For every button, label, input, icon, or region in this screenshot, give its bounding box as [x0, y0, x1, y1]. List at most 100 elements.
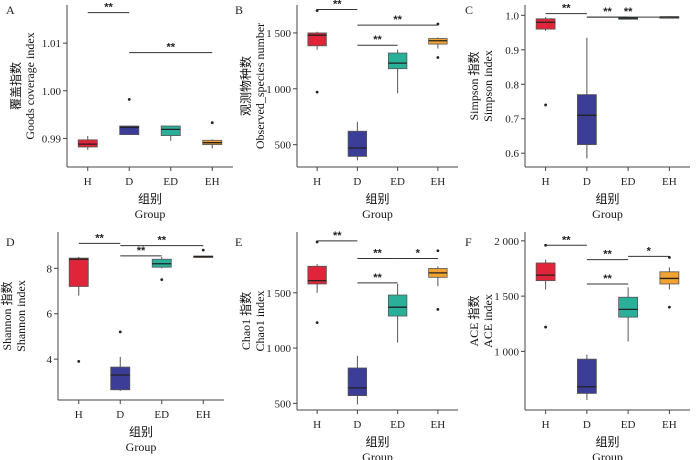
- box-iqr: [618, 296, 639, 318]
- panel-e-ytick-label: 1 000: [266, 343, 291, 355]
- panel-e-ytick-label: 1 500: [266, 288, 291, 300]
- panel-a-ylabel-line: Goods coverage index: [23, 32, 37, 139]
- panel-c-ytick-label: 1.0: [505, 10, 519, 22]
- panel-a-xlabel: 组别 Group: [135, 192, 166, 221]
- panel-f-ytick-label: 1 500: [494, 291, 519, 303]
- box-iqr: [576, 358, 597, 394]
- box-outlier: [160, 278, 164, 282]
- box-outlier: [210, 121, 214, 125]
- panel-b-xtick-label-eh: EH: [431, 176, 446, 188]
- box-outlier: [436, 307, 440, 311]
- panel-c-ytick-label: 0.7: [505, 114, 519, 126]
- panel-e-box-eh: [428, 249, 448, 311]
- panel-b-ytick-label: 500: [275, 140, 292, 152]
- panel-a-sig-label: **: [166, 42, 175, 54]
- panel-a-xtick-label-ed: ED: [163, 176, 178, 188]
- panel-e-ylabel: Chao1 指数Chao1 index: [238, 291, 267, 352]
- box-outlier: [544, 103, 548, 107]
- panel-a-xtick-label-h: H: [84, 176, 92, 188]
- panel-f-sig-label: **: [603, 249, 612, 261]
- panel-e-sig-label: **: [373, 248, 382, 260]
- panel-e-sig-label: *: [416, 248, 421, 260]
- panel-f-xtick-label-h: H: [542, 419, 550, 431]
- panel-d-xlabel-line: Group: [126, 440, 157, 454]
- box-outlier: [201, 248, 205, 252]
- box-outlier: [667, 305, 671, 309]
- panel-e-xtick-label-h: H: [313, 419, 321, 431]
- panel-d-ytick-label: 4: [47, 354, 53, 366]
- panel-d-sig-label: **: [157, 235, 166, 247]
- panel-e-sig-label: **: [373, 272, 382, 284]
- panel-c-ylabel: Simpson 指数Simpson index: [466, 50, 495, 122]
- panel-d-xtick-label-d: D: [116, 409, 124, 421]
- panel-a-ytick-label: 1.00: [42, 86, 62, 98]
- box-outlier: [315, 90, 319, 94]
- panel-d-box-eh: [193, 248, 214, 258]
- box-outlier: [77, 360, 81, 363]
- box-outlier: [544, 325, 548, 329]
- panel-f-letter: F: [465, 235, 472, 249]
- panel-a: A 0.99 1.00 1.01 H D ED EH ** ** 覆盖指数Goods coverag…: [6, 2, 233, 221]
- panel-e-box-ed: [387, 283, 408, 343]
- panel-d-box-ed: [151, 256, 172, 282]
- panel-e-letter: E: [235, 235, 242, 249]
- panel-c-xtick-label-h: H: [542, 176, 550, 188]
- panel-a-ylabel-line: 覆盖指数: [8, 62, 23, 110]
- panel-f-xlabel-line: Group: [592, 450, 623, 460]
- panel-d-box-h: [68, 256, 89, 363]
- panel-f-sig-label: **: [603, 273, 612, 285]
- panel-f-ytick-label: 1 000: [494, 346, 519, 358]
- panel-b-xtick-label-d: D: [353, 176, 361, 188]
- panel-d-letter: D: [6, 235, 15, 249]
- box-iqr: [387, 52, 408, 70]
- box-iqr: [576, 94, 597, 145]
- panel-d-ylabel-line: Shannon 指数: [0, 281, 14, 350]
- panel-b-xtick-label-h: H: [313, 176, 321, 188]
- box-outlier: [315, 321, 319, 325]
- panel-d-xlabel-line: 组别: [129, 425, 153, 439]
- box-iqr: [535, 262, 556, 282]
- panel-d-xtick-label-h: H: [75, 409, 83, 421]
- panel-a-box-ed: [160, 125, 181, 141]
- panel-d-box-d: [110, 330, 131, 391]
- panel-a-xlabel-line: Group: [135, 207, 166, 221]
- box-iqr: [307, 32, 327, 47]
- panel-a-box-h: [77, 136, 98, 150]
- panel-a-ytick-label: 1.01: [42, 38, 61, 50]
- panel-f-xlabel: 组别 Group: [592, 435, 623, 460]
- box-outlier: [118, 330, 122, 334]
- box-iqr: [68, 257, 89, 287]
- panel-f-ylabel: ACE 指数ACE index: [466, 294, 495, 348]
- panel-c-ylabel-line: Simpson 指数: [466, 51, 481, 120]
- panel-b-box-d: [347, 121, 368, 161]
- panel-f-sig-label: **: [562, 234, 571, 246]
- panel-c-ylabel-line: Simpson index: [481, 50, 495, 122]
- panel-d-ytick-label: 6: [47, 309, 53, 321]
- panel-e-sig-label: **: [333, 230, 342, 242]
- panel-e-ylabel-line: Chao1 指数: [238, 292, 253, 350]
- panel-b-ytick-label: 1 500: [266, 28, 291, 40]
- panel-c: C 0.6 0.7 0.8 0.9 1.0 H D ED EH ** ** ** Simpson 指数Si…: [465, 3, 690, 221]
- box-iqr: [160, 125, 181, 136]
- panel-c-ytick-label: 0.9: [505, 45, 519, 57]
- panel-a-xtick-label-eh: EH: [205, 176, 220, 188]
- panel-f-xtick-label-eh: EH: [662, 419, 677, 431]
- panel-d-ytick-label: 8: [47, 263, 53, 275]
- panel-d-ylabel: Shannon 指数Shannon index: [0, 280, 28, 352]
- panel-c-xlabel: 组别 Group: [592, 192, 623, 221]
- panel-d-ylabel-line: Shannon index: [14, 280, 28, 352]
- panel-a-xlabel-line: 组别: [138, 192, 162, 206]
- panel-e-box-h: [307, 240, 327, 325]
- box-outlier: [127, 97, 131, 101]
- panel-b-letter: B: [235, 3, 243, 17]
- panel-b-sig-label: **: [333, 0, 342, 10]
- panel-e-xtick-label-ed: ED: [390, 419, 405, 431]
- panel-a-ylabel: 覆盖指数Goods coverage index: [8, 32, 37, 139]
- panel-c-box-ed: [618, 17, 639, 20]
- panel-b-xlabel-line: 组别: [365, 192, 389, 206]
- panel-e-ylabel-line: Chao1 index: [253, 291, 267, 352]
- panel-b-ylabel-line: 观测物种数: [238, 56, 253, 116]
